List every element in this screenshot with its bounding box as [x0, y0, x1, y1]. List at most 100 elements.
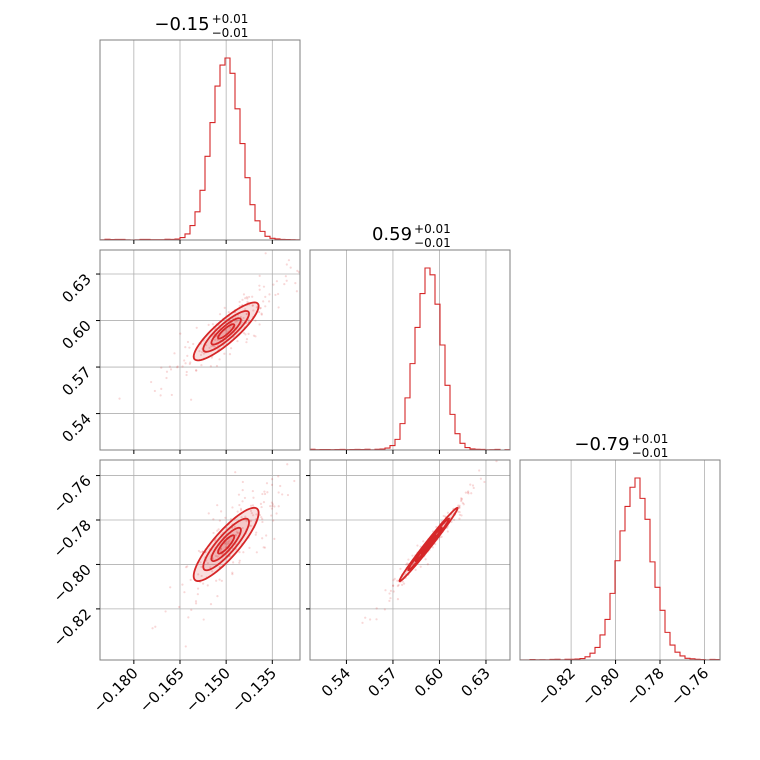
scatter-point: [244, 333, 247, 336]
scatter-point: [234, 533, 237, 537]
scatter-point: [255, 551, 258, 554]
scatter-point: [237, 493, 241, 496]
scatter-point: [213, 345, 216, 348]
scatter-point: [186, 354, 189, 357]
scatter-point: [211, 570, 214, 573]
scatter-point: [279, 484, 282, 488]
scatter-point: [393, 577, 396, 580]
scatter-point: [252, 496, 255, 499]
scatter-point: [305, 471, 307, 473]
scatter-point: [198, 350, 201, 353]
param-title-minus-1: −0.01: [414, 236, 451, 250]
scatter-point: [458, 504, 461, 507]
scatter-point: [426, 563, 429, 566]
scatter-point: [384, 589, 387, 592]
scatter-point: [286, 493, 290, 497]
scatter-point: [240, 516, 243, 519]
scatter-point: [464, 491, 467, 494]
scatter-point: [283, 283, 286, 286]
scatter-point: [179, 332, 182, 335]
scatter-point: [78, 704, 80, 706]
scatter-point: [250, 504, 253, 507]
scatter-point: [260, 505, 263, 509]
scatter-point: [165, 370, 169, 373]
scatter-point: [199, 561, 202, 564]
scatter-point: [151, 627, 154, 630]
scatter-point: [154, 625, 157, 628]
scatter-point: [264, 295, 267, 298]
scatter-point: [211, 323, 214, 326]
scatter-point: [184, 566, 188, 569]
scatter-point: [231, 571, 234, 574]
param-title-0: −0.15: [154, 14, 209, 35]
scatter-point: [262, 501, 266, 504]
scatter-point: [277, 475, 280, 478]
scatter-point: [263, 546, 267, 549]
scatter-point: [392, 579, 395, 582]
scatter-point: [226, 541, 230, 544]
scatter-point: [226, 542, 229, 546]
panel-frame: [309, 249, 511, 451]
contour-level-0: [192, 301, 260, 362]
scatter-point: [458, 506, 461, 510]
scatter-point: [250, 511, 253, 515]
scatter-point: [220, 579, 223, 582]
scatter-point: [458, 513, 461, 516]
scatter-point: [202, 352, 205, 355]
scatter-point: [261, 537, 264, 540]
scatter-point: [224, 516, 227, 519]
scatter-point: [236, 510, 239, 513]
scatter-point: [200, 351, 204, 354]
scatter-point: [273, 505, 276, 508]
scatter-point: [296, 269, 299, 272]
scatter-point: [244, 515, 247, 518]
scatter-point: [160, 387, 163, 390]
scatter-point: [389, 597, 392, 600]
scatter-point: [231, 506, 234, 509]
scatter-point: [165, 376, 168, 380]
scatter-point: [388, 592, 391, 595]
contour-level-3: [420, 534, 437, 555]
scatter-point: [267, 300, 271, 303]
scatter-point: [262, 300, 265, 303]
scatter-point: [483, 480, 486, 484]
scatter-point: [214, 338, 217, 341]
scatter-point: [286, 463, 289, 466]
y-tick-label: 0.63: [58, 270, 94, 306]
scatter-point: [210, 345, 213, 348]
scatter-point: [189, 578, 192, 581]
scatter-point: [271, 504, 274, 508]
scatter-point: [184, 362, 187, 365]
scatter-point: [187, 616, 190, 619]
scatter-point: [212, 518, 215, 521]
scatter-point: [295, 290, 298, 293]
scatter-point: [285, 279, 288, 282]
scatter-point: [389, 589, 392, 592]
scatter-point: [251, 304, 254, 307]
scatter-point: [458, 517, 461, 520]
histogram-panel-1: 0.59 +0.01−0.01: [309, 222, 511, 454]
scatter-point: [458, 505, 461, 508]
scatter-point: [271, 503, 274, 506]
scatter-point: [194, 600, 198, 603]
scatter-point: [185, 370, 188, 374]
scatter-point: [258, 274, 261, 277]
scatter-point: [440, 535, 443, 538]
scatter-point: [208, 346, 211, 349]
scatter-point: [186, 340, 190, 344]
scatter-point: [189, 361, 192, 364]
scatter-point: [181, 365, 184, 368]
scatter-point: [272, 519, 275, 522]
scatter-point: [212, 344, 215, 348]
scatter-point: [270, 507, 274, 510]
param-title-plus-1: +0.01: [414, 222, 451, 236]
scatter-point: [277, 292, 280, 296]
scatter-point: [258, 284, 261, 287]
scatter-point: [173, 352, 176, 355]
scatter-point: [209, 365, 212, 368]
scatter-point: [424, 558, 427, 561]
panels: −0.15 +0.01−0.010.59 +0.01−0.01−0.79 +0.01−…: [50, 12, 721, 716]
scatter-point: [236, 339, 239, 343]
x-tick-label: −0.180: [90, 664, 142, 716]
scatter-point: [251, 304, 254, 307]
